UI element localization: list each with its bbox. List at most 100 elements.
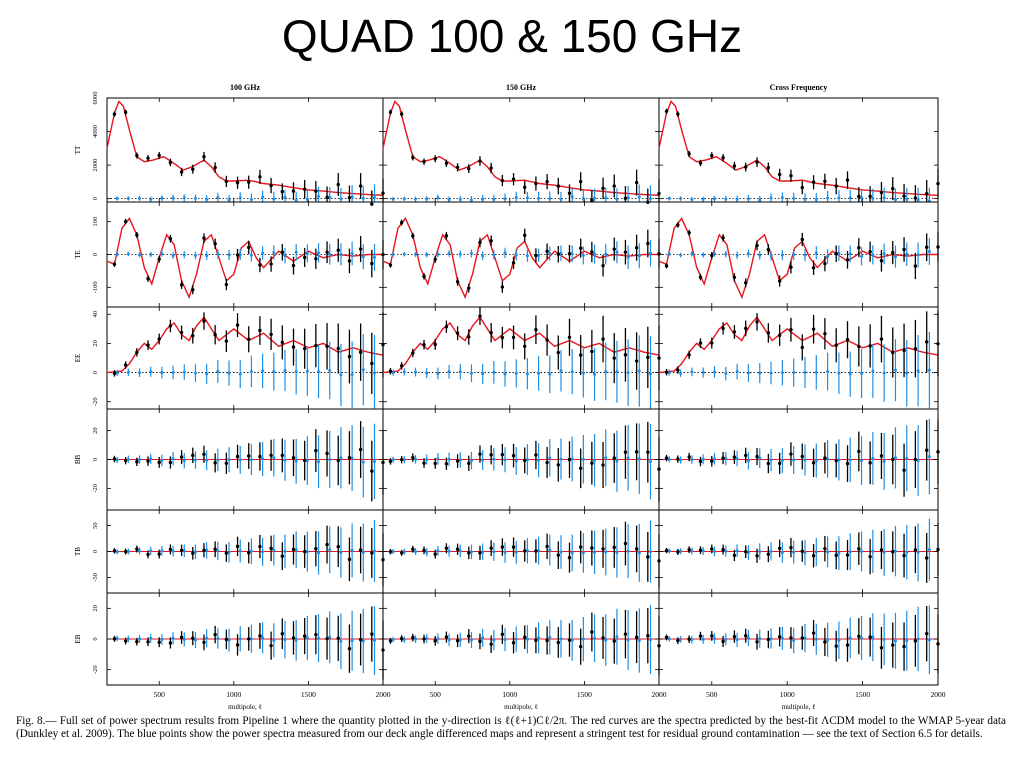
deck-point bbox=[249, 253, 253, 257]
data-point bbox=[347, 354, 352, 359]
data-point bbox=[213, 242, 217, 246]
data-point bbox=[601, 463, 605, 467]
deck-point bbox=[294, 638, 298, 642]
deck-point bbox=[425, 457, 429, 461]
data-point bbox=[891, 186, 895, 191]
data-point bbox=[135, 547, 139, 551]
row-label: EB bbox=[74, 634, 82, 643]
column-title: 100 GHz bbox=[230, 83, 260, 92]
deck-point bbox=[581, 637, 585, 641]
deck-point bbox=[272, 197, 276, 201]
data-point bbox=[467, 286, 471, 290]
data-point bbox=[732, 634, 737, 639]
data-point bbox=[523, 185, 527, 190]
deck-point bbox=[182, 459, 186, 463]
deck-point bbox=[160, 196, 164, 200]
deck-point bbox=[391, 197, 395, 201]
deck-point bbox=[837, 638, 841, 642]
data-point bbox=[556, 184, 560, 188]
data-point bbox=[823, 456, 827, 460]
data-point bbox=[269, 546, 273, 551]
data-point bbox=[235, 323, 240, 327]
deck-point bbox=[570, 370, 574, 374]
deck-point bbox=[469, 251, 473, 255]
deck-point bbox=[350, 548, 354, 552]
data-point bbox=[433, 257, 437, 262]
data-point bbox=[422, 548, 426, 553]
deck-point bbox=[905, 550, 909, 554]
deck-point bbox=[182, 253, 186, 257]
deck-point bbox=[860, 196, 864, 200]
data-point bbox=[235, 181, 240, 185]
data-point bbox=[687, 231, 691, 235]
deck-point bbox=[615, 635, 619, 639]
data-point bbox=[399, 220, 404, 225]
deck-point bbox=[305, 197, 309, 201]
deck-point bbox=[458, 458, 462, 462]
deck-point bbox=[581, 551, 585, 555]
deck-point bbox=[615, 459, 619, 463]
deck-point bbox=[792, 639, 796, 643]
deck-point bbox=[604, 196, 608, 200]
data-point bbox=[500, 632, 505, 637]
deck-point bbox=[458, 370, 462, 374]
deck-point bbox=[701, 253, 705, 257]
data-point bbox=[913, 196, 918, 200]
data-point bbox=[511, 641, 516, 645]
deck-point bbox=[893, 549, 897, 553]
deck-point bbox=[860, 459, 864, 463]
deck-point bbox=[667, 371, 671, 375]
data-point bbox=[146, 343, 150, 347]
deck-point bbox=[283, 549, 287, 553]
deck-point bbox=[724, 372, 728, 376]
data-point bbox=[811, 631, 816, 635]
data-point bbox=[721, 326, 725, 331]
y-tick-label: 20 bbox=[92, 427, 99, 434]
deck-point bbox=[871, 253, 875, 257]
deck-point bbox=[690, 549, 694, 553]
deck-point bbox=[667, 549, 671, 553]
deck-point bbox=[916, 637, 920, 641]
data-point bbox=[358, 184, 363, 188]
data-point bbox=[744, 165, 748, 169]
deck-point bbox=[414, 252, 418, 256]
data-point bbox=[800, 454, 804, 459]
data-point bbox=[500, 545, 505, 549]
deck-point bbox=[328, 195, 332, 199]
deck-point bbox=[882, 196, 886, 200]
deck-point bbox=[469, 550, 473, 554]
deck-point bbox=[746, 252, 750, 256]
data-point bbox=[578, 179, 583, 184]
deck-point bbox=[339, 197, 343, 201]
data-point bbox=[291, 547, 296, 552]
deck-point bbox=[492, 198, 496, 202]
deck-point bbox=[481, 550, 485, 554]
deck-point bbox=[391, 549, 395, 553]
data-point bbox=[112, 637, 117, 641]
deck-point bbox=[238, 549, 242, 553]
data-point bbox=[467, 335, 471, 339]
deck-point bbox=[294, 370, 298, 374]
deck-point bbox=[724, 252, 728, 256]
deck-point bbox=[193, 371, 197, 375]
panel-frame bbox=[382, 306, 660, 410]
model-curve bbox=[382, 217, 659, 300]
deck-point bbox=[758, 371, 762, 375]
y-tick-label: 0 bbox=[92, 253, 99, 256]
deck-point bbox=[205, 548, 209, 552]
data-point bbox=[913, 264, 918, 268]
deck-point bbox=[548, 252, 552, 256]
deck-point bbox=[339, 252, 343, 256]
panel-frame bbox=[658, 306, 939, 410]
y-tick-label: -50 bbox=[92, 573, 99, 582]
figure-caption: Fig. 8.— Full set of power spectrum resu… bbox=[16, 715, 1006, 740]
deck-point bbox=[149, 457, 153, 461]
data-point bbox=[567, 191, 572, 195]
data-point bbox=[523, 344, 527, 349]
deck-point bbox=[339, 639, 343, 643]
deck-point bbox=[249, 369, 253, 373]
data-point bbox=[489, 546, 493, 550]
data-point bbox=[168, 641, 173, 645]
data-point bbox=[422, 637, 426, 641]
deck-point bbox=[826, 254, 830, 258]
